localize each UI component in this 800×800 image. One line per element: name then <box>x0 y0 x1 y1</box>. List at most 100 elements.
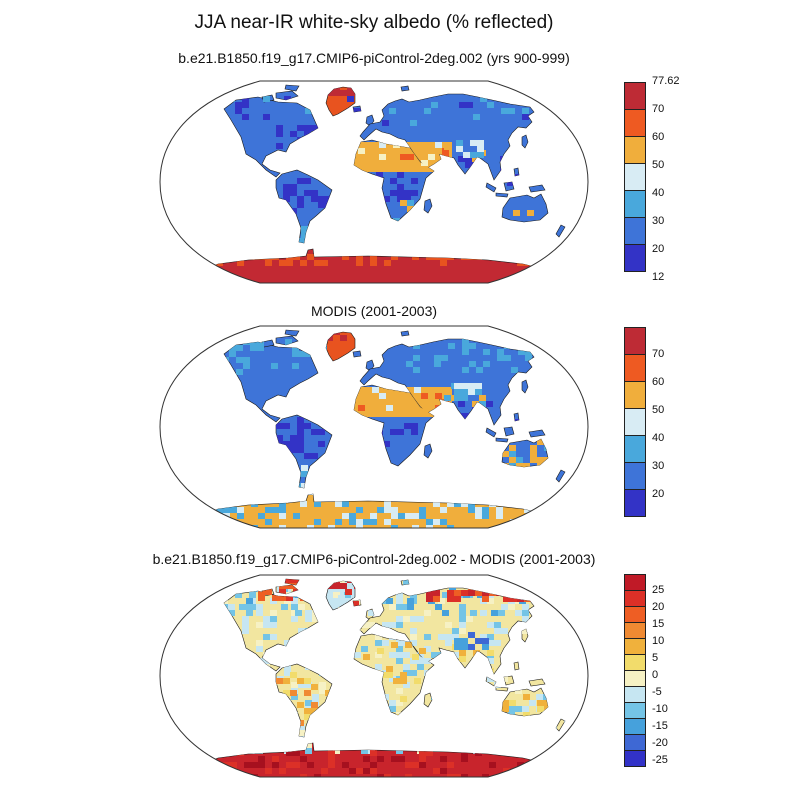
grid-cell <box>333 592 340 598</box>
grid-cell <box>494 628 501 634</box>
grid-cell <box>454 501 461 507</box>
grid-cell <box>375 142 382 148</box>
grid-cell <box>384 501 391 507</box>
grid-cell <box>465 156 472 162</box>
grid-cell <box>472 401 479 407</box>
grid-cell <box>270 622 277 628</box>
grid-cell <box>396 646 403 652</box>
grid-cell <box>279 260 286 266</box>
grid-cell <box>403 652 410 658</box>
grid-cell <box>461 395 468 401</box>
grid-cell <box>486 401 493 407</box>
grid-cell <box>413 367 420 373</box>
grid-cell <box>527 210 534 216</box>
grid-cell <box>480 634 487 640</box>
grid-cell <box>508 108 515 114</box>
grid-cell <box>470 152 477 158</box>
grid-cell <box>290 131 297 137</box>
grid-cell <box>509 445 516 451</box>
grid-cell <box>379 142 386 148</box>
grid-cell <box>559 519 565 525</box>
grid-cell <box>447 762 454 768</box>
grid-cell <box>230 762 237 768</box>
grid-cell <box>354 160 361 166</box>
grid-cell <box>390 178 397 184</box>
grid-cell <box>404 196 411 202</box>
grid-cell <box>396 640 403 646</box>
grid-cell <box>265 507 272 513</box>
grid-cell <box>424 411 431 417</box>
region-nz <box>555 469 566 483</box>
grid-cell <box>410 142 417 148</box>
grid-cell <box>179 580 186 586</box>
grid-cell <box>216 525 223 528</box>
grid-cell <box>304 690 311 696</box>
grid-cell <box>545 525 552 528</box>
grid-cell <box>305 748 312 754</box>
grid-cell <box>454 590 461 596</box>
grid-cell <box>237 507 244 513</box>
map-outline <box>159 574 589 778</box>
grid-cell <box>487 634 494 640</box>
grid-cell <box>419 507 426 513</box>
grid-cell <box>396 393 403 399</box>
grid-cell <box>438 387 445 393</box>
grid-cell <box>410 160 417 166</box>
grid-cell <box>300 774 307 777</box>
grid-cell <box>209 762 216 768</box>
grid-cell <box>468 507 475 513</box>
grid-cell <box>525 349 532 355</box>
grid-cell <box>522 114 529 120</box>
grid-cell <box>209 513 216 519</box>
grid-cell <box>403 399 410 405</box>
grid-cell <box>444 395 451 401</box>
grid-cell <box>379 154 386 160</box>
region-japan <box>521 379 529 394</box>
grid-cell <box>403 616 410 622</box>
grid-cell <box>304 190 311 196</box>
grid-cell <box>305 742 312 748</box>
grid-cell <box>314 519 321 525</box>
grid-cell <box>417 166 424 172</box>
grid-cell <box>300 756 307 762</box>
grid-cell <box>379 393 386 399</box>
grid-cell <box>354 154 361 160</box>
grid-cell <box>498 610 505 616</box>
grid-cell <box>566 750 573 756</box>
grid-cell <box>410 166 417 172</box>
grid-cell <box>333 90 340 96</box>
grid-cell <box>578 622 585 628</box>
grid-cell <box>482 590 489 596</box>
grid-cell <box>487 640 494 646</box>
grid-cell <box>358 405 365 411</box>
grid-cell <box>375 405 382 411</box>
grid-cell <box>356 260 363 266</box>
grid-cell <box>477 152 484 158</box>
grid-cell <box>284 670 291 676</box>
grid-cell <box>389 148 396 154</box>
grid-cell <box>413 343 420 349</box>
grid-cell <box>257 345 264 351</box>
grid-cell <box>501 604 508 610</box>
grid-cell <box>503 525 510 528</box>
grid-cell <box>272 595 279 601</box>
grid-cell <box>410 628 417 634</box>
grid-cell <box>263 616 270 622</box>
grid-cell <box>382 622 389 628</box>
grid-cell <box>566 260 573 266</box>
grid-cell <box>354 652 361 658</box>
grid-cell <box>249 592 256 598</box>
grid-cell <box>271 363 278 369</box>
grid-cell <box>468 644 475 650</box>
grid-cell <box>442 610 449 616</box>
grid-cell <box>389 108 396 114</box>
grid-cell <box>411 423 418 429</box>
grid-cell <box>370 260 377 266</box>
grid-cell <box>270 634 277 640</box>
colorbar-label: 40 <box>652 187 665 199</box>
grid-cell <box>333 748 340 754</box>
grid-cell <box>410 634 417 640</box>
grid-cell <box>304 178 311 184</box>
grid-cell <box>305 682 312 688</box>
grid-cell <box>298 682 305 688</box>
